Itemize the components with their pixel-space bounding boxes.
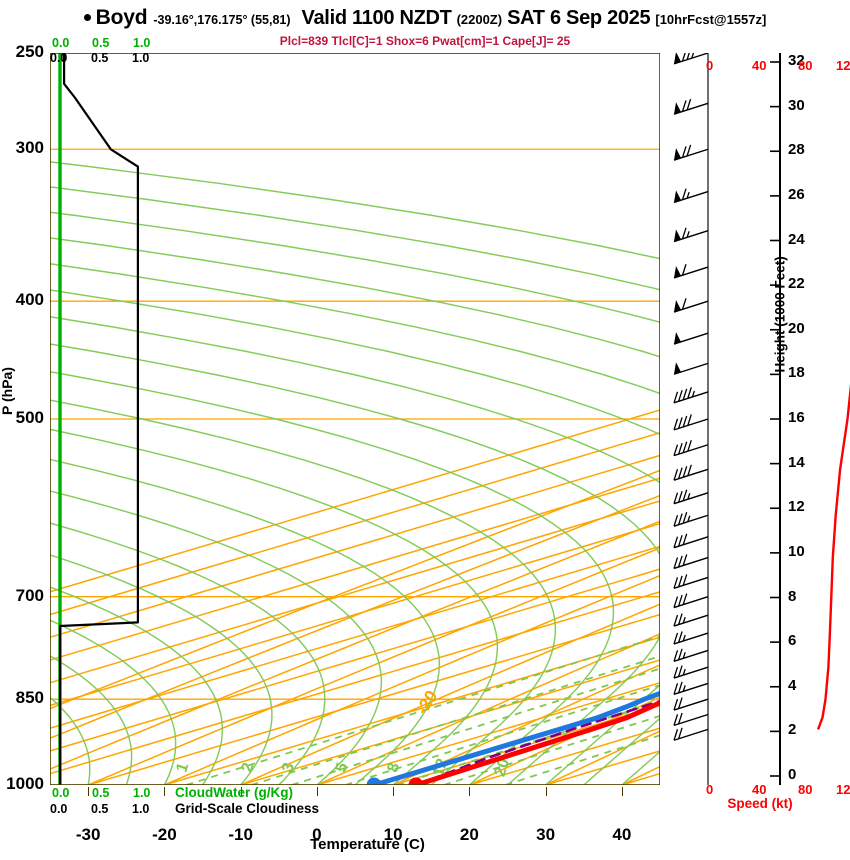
temperature-tick-mark-30	[545, 787, 547, 796]
speed-tick-120-top: 120	[836, 58, 850, 73]
valid-date: SAT 6 Sep 2025	[507, 7, 651, 29]
pressure-tick-700: 700	[15, 585, 44, 605]
cloudwater-scale-title: CloudWater (g/Kg)	[175, 785, 293, 800]
moist-adiabat-lines	[50, 161, 660, 785]
wind-barb-svg	[673, 48, 709, 785]
pressure-axis-label: P (hPa)	[0, 367, 15, 415]
skewt-svg: -20 1 2 3 5 8 12 20	[50, 53, 660, 785]
temperature-tick--30: -30	[75, 825, 101, 844]
pressure-tick-250: 250	[15, 42, 44, 61]
temperature-tick-0: 0	[312, 825, 322, 844]
pressure-tick-850: 850	[15, 688, 44, 708]
temperature-tick-mark--10	[240, 787, 242, 796]
pressure-tick-1000: 1000	[6, 774, 44, 793]
height-tick-4: 4	[788, 676, 797, 694]
speed-tick-0-top: 0	[706, 58, 714, 73]
cloudiness-scale-top-1: 0.5	[91, 51, 109, 65]
temperature-tick-mark-10	[393, 787, 395, 796]
forecast-info: [10hrFcst@1557z]	[655, 12, 767, 27]
height-tick-0: 0	[788, 766, 797, 783]
temperature-trace	[413, 699, 660, 785]
station-marker-icon	[83, 14, 91, 21]
pressure-tick-300: 300	[15, 138, 44, 158]
cloudwater-scale-bot-0: 0.0	[52, 786, 70, 800]
cloudwater-scale-top-0: 0.0	[52, 36, 70, 50]
height-tick-18: 18	[788, 364, 805, 382]
temperature-tick-mark--30	[88, 787, 90, 796]
mixing-ratio-lines	[186, 635, 660, 785]
temperature-tick-40: 40	[612, 825, 632, 844]
height-tick-28: 28	[788, 141, 805, 159]
cloudwater-scale-top-1: 0.5	[92, 36, 110, 50]
temperature-tick-30: 30	[536, 825, 556, 844]
speed-tick-40-top: 40	[752, 58, 767, 73]
temperature-axis-label: Temperature (C)	[310, 836, 425, 853]
pressure-tick-500: 500	[15, 408, 44, 427]
height-tick-26: 26	[788, 185, 805, 203]
height-tick-30: 30	[788, 96, 805, 114]
cloudiness-scale-top-2: 1.0	[132, 51, 150, 65]
valid-time: Valid 1100 NZDT	[301, 7, 452, 29]
dewpoint-trace	[371, 690, 660, 785]
temperature-tick-mark--20	[164, 787, 166, 796]
height-tick-24: 24	[788, 230, 805, 248]
station-coordinates: -39.16°,176.175° (55,81)	[153, 13, 291, 27]
height-tick-16: 16	[788, 409, 805, 426]
speed-height-panel: 0 2 4 6 8 10 12 14 16 18 20 22 24 26 28 30 32	[718, 52, 850, 785]
cloudiness-scale-top-0: 0.0	[50, 51, 68, 65]
parcel-trace	[414, 699, 660, 785]
temperature-tick-10: 10	[383, 825, 403, 844]
speed-tick-0-bottom: 0	[706, 782, 714, 797]
height-tick-32: 32	[788, 52, 805, 69]
station-name: Boyd	[95, 6, 148, 29]
cloudiness-scale-title: Grid-Scale Cloudiness	[175, 801, 320, 816]
height-tick-20: 20	[788, 319, 805, 337]
temperature-tick-mark-20	[469, 787, 471, 796]
speed-profile-trace	[816, 383, 850, 730]
speed-axis-label: Speed (kt)	[727, 796, 793, 811]
height-tick-12: 12	[788, 498, 805, 516]
speed-height-svg	[770, 53, 850, 785]
cloudiness-scale-bot-2: 1.0	[132, 802, 150, 816]
surface-points	[366, 777, 424, 785]
temperature-tick-mark-40	[621, 787, 623, 796]
chart-header: Boyd -39.16°,176.175° (55,81) Valid 1100…	[0, 6, 850, 32]
speed-tick-40-bottom: 40	[752, 782, 767, 797]
height-axis-label: Height (1000 Feet)	[772, 256, 788, 373]
height-tick-22: 22	[788, 275, 805, 293]
height-tick-8: 8	[788, 587, 797, 605]
speed-tick-80-top: 80	[798, 58, 813, 73]
temperature-tick--10: -10	[228, 825, 253, 844]
height-tick-2: 2	[788, 721, 797, 739]
wind-barbs	[673, 48, 709, 741]
cloudwater-scale-bot-1: 0.5	[92, 786, 110, 800]
cloudiness-profile	[58, 53, 139, 785]
isobar-lines	[50, 53, 660, 785]
temperature-tick-mark-0	[316, 787, 318, 796]
height-tick-10: 10	[788, 542, 805, 560]
temperature-tick-20: 20	[459, 825, 479, 844]
valid-time-zulu: (2200Z)	[456, 12, 503, 27]
height-tick-14: 14	[788, 453, 805, 471]
cloudwater-scale-bot-2: 1.0	[133, 786, 151, 800]
speed-tick-120-bottom: 120	[836, 782, 850, 797]
svg-text:20: 20	[492, 756, 514, 778]
pressure-tick-400: 400	[15, 290, 44, 310]
temperature-tick--20: -20	[152, 825, 177, 844]
height-tick-6: 6	[788, 632, 797, 650]
wind-barb-panel	[660, 48, 720, 785]
speed-tick-80-bottom: 80	[798, 782, 813, 797]
cloudwater-scale-top-2: 1.0	[133, 36, 151, 50]
cloudiness-scale-bot-1: 0.5	[91, 802, 109, 816]
cloudiness-scale-bot-0: 0.0	[50, 802, 68, 816]
stability-indices: Plcl=839 Tlcl[C]=1 Shox=6 Pwat[cm]=1 Cap…	[279, 34, 571, 48]
skewt-plot-area: -20 1 2 3 5 8 12 20 250 300 400 500 700 850 1000 -30…	[6, 42, 660, 844]
height-ticks	[770, 61, 780, 777]
